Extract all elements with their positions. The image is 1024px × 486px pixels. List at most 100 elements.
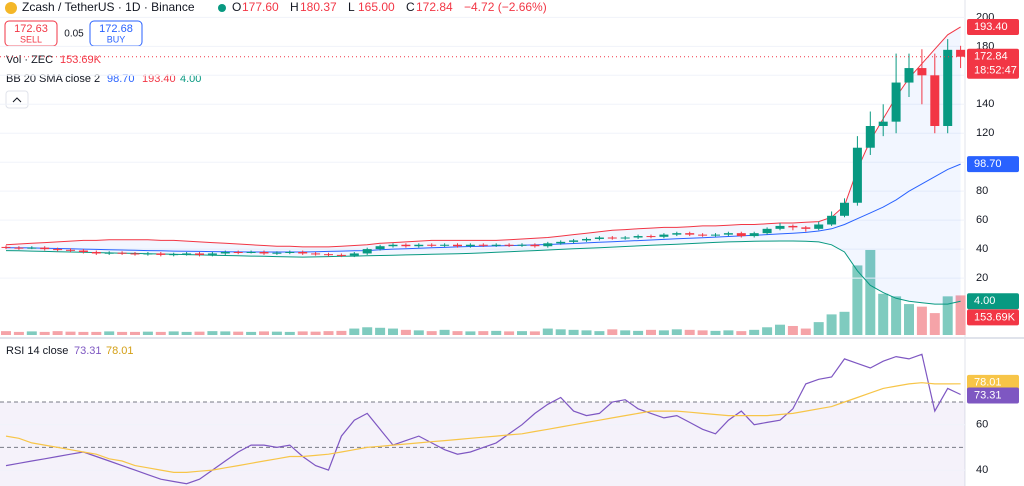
candle-body bbox=[195, 253, 204, 255]
candle-body bbox=[878, 121, 888, 126]
rsi-value: 73.31 bbox=[74, 345, 102, 357]
sell-label: SELL bbox=[20, 34, 42, 44]
candle-body bbox=[91, 252, 101, 254]
candle-body bbox=[311, 253, 321, 255]
ohlc-value: 177.60 bbox=[242, 0, 279, 14]
volume-bar bbox=[749, 329, 760, 335]
volume-bar bbox=[852, 265, 863, 335]
volume-bar bbox=[336, 330, 347, 335]
countdown: 18:52:47 bbox=[974, 65, 1017, 77]
volume-bar bbox=[504, 331, 515, 335]
volume-bar bbox=[529, 331, 540, 335]
ohlc-key: L bbox=[348, 0, 355, 14]
rsi-ma-badge-bg bbox=[967, 374, 1019, 391]
candle-body bbox=[414, 244, 424, 247]
collapse-button[interactable] bbox=[5, 90, 29, 109]
candle-body bbox=[917, 68, 927, 76]
candle-body bbox=[324, 254, 333, 256]
bb-upper-badge-bg bbox=[967, 18, 1019, 35]
volume-bar bbox=[891, 296, 902, 335]
candle-body bbox=[865, 126, 875, 148]
candle-body bbox=[672, 233, 682, 235]
volume-bar bbox=[633, 330, 644, 335]
volume-bar bbox=[439, 329, 450, 335]
candle-body bbox=[27, 247, 37, 249]
candle-body bbox=[891, 82, 901, 122]
volume-bar bbox=[465, 331, 476, 335]
volume-bar bbox=[955, 295, 966, 335]
volume-bar bbox=[39, 331, 50, 335]
volume-bar bbox=[130, 331, 140, 335]
candle-body bbox=[66, 249, 75, 251]
volume-bar bbox=[388, 328, 398, 335]
volume-bar bbox=[929, 313, 940, 335]
buy-price: 172.68 bbox=[99, 23, 133, 35]
buy-label: BUY bbox=[107, 34, 126, 44]
candle-body bbox=[556, 241, 566, 244]
candle-body bbox=[504, 244, 514, 246]
candle-body bbox=[427, 244, 437, 246]
candle-body bbox=[349, 253, 359, 256]
candle-body bbox=[259, 252, 269, 254]
candle-body bbox=[711, 234, 720, 236]
candle-body bbox=[594, 237, 604, 239]
candle-body bbox=[723, 233, 733, 235]
candle-body bbox=[465, 244, 475, 247]
y-tick-label: 40 bbox=[976, 464, 988, 476]
ohlc-value: 172.84 bbox=[416, 0, 453, 14]
candle-body bbox=[117, 252, 127, 254]
volume-bar bbox=[787, 325, 798, 335]
sell-price: 172.63 bbox=[14, 23, 48, 35]
y-tick-label: 20 bbox=[976, 272, 988, 284]
volume-bar bbox=[310, 331, 321, 335]
ohlc-key: O bbox=[232, 0, 241, 14]
volume-bar bbox=[259, 331, 269, 335]
volume-bar bbox=[762, 327, 773, 335]
rsi-ma-value: 78.01 bbox=[106, 345, 134, 357]
volume-bar bbox=[349, 328, 360, 335]
volume-badge: 153.69K bbox=[974, 311, 1016, 323]
volume-bar bbox=[246, 331, 257, 335]
bb-basis: 98.70 bbox=[107, 73, 135, 85]
candle-body bbox=[440, 244, 450, 246]
volume-bar bbox=[826, 314, 837, 335]
volume-bar bbox=[555, 329, 566, 335]
bb-upper bbox=[5, 26, 961, 248]
bb-label: BB 20 SMA close 2 bbox=[6, 73, 100, 85]
volume-bar bbox=[542, 328, 553, 335]
volume-bar bbox=[517, 331, 527, 335]
candle-body bbox=[801, 227, 811, 229]
volume-bar bbox=[65, 331, 76, 335]
volume-bar bbox=[646, 329, 656, 335]
candle-body bbox=[388, 244, 398, 247]
candle-body bbox=[943, 49, 953, 126]
volume-bar bbox=[568, 329, 579, 335]
y-tick-label: 60 bbox=[976, 419, 988, 431]
candle-body bbox=[336, 254, 346, 256]
volume-bar bbox=[1, 331, 11, 335]
candle-body bbox=[156, 253, 166, 255]
volume-bar bbox=[904, 304, 914, 335]
volume-bar bbox=[194, 331, 205, 335]
candle-body bbox=[104, 252, 114, 254]
ohlc-value: 165.00 bbox=[358, 0, 395, 14]
volume-bar bbox=[671, 329, 682, 335]
candle-body bbox=[930, 75, 940, 126]
candle-body bbox=[53, 249, 63, 251]
volume-bar bbox=[52, 331, 63, 335]
candle-body bbox=[169, 254, 179, 256]
volume-bar bbox=[452, 331, 463, 335]
candle-body bbox=[620, 237, 630, 239]
candle-body bbox=[582, 238, 591, 241]
volume-label: Vol · ZEC bbox=[6, 54, 53, 66]
volume-bar bbox=[658, 330, 669, 335]
candle-body bbox=[814, 224, 824, 229]
bb-lower-badge: 4.00 bbox=[974, 295, 995, 307]
rsi-band bbox=[0, 402, 965, 486]
volume-bar bbox=[607, 329, 618, 335]
bb-upper-badge: 193.40 bbox=[974, 21, 1008, 33]
candle-body bbox=[659, 234, 669, 237]
spread: 0.05 bbox=[64, 29, 84, 40]
candle-body bbox=[298, 252, 308, 254]
candle-body bbox=[233, 252, 243, 253]
